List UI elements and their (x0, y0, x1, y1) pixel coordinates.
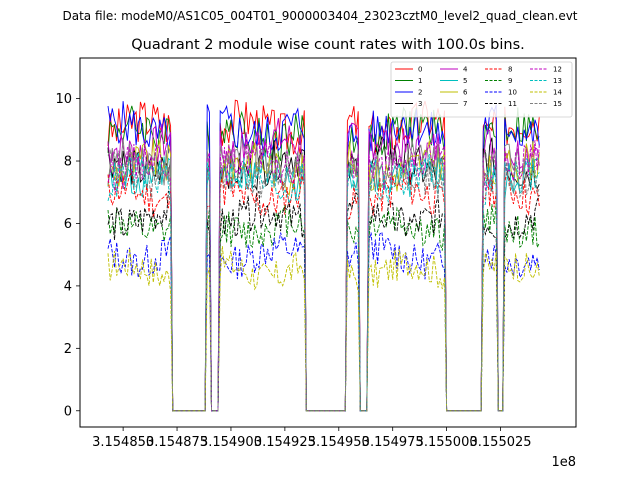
series-line-module-13 (107, 152, 540, 412)
x-tick-label: 3.154950 (308, 435, 370, 450)
y-axis: 0 2 4 6 8 10 (55, 92, 80, 419)
legend-label: 1 (418, 77, 422, 85)
legend-label: 15 (553, 100, 562, 108)
legend-label: 8 (508, 66, 512, 74)
x-tick-label: 3.154900 (200, 435, 262, 450)
legend-label: 6 (463, 89, 468, 97)
legend-label: 12 (553, 66, 562, 74)
y-tick-label: 4 (64, 279, 72, 294)
legend-label: 3 (418, 100, 422, 108)
legend-label: 0 (418, 66, 422, 74)
y-tick-label: 0 (64, 404, 72, 419)
y-tick-label: 6 (64, 217, 72, 232)
legend-label: 7 (463, 100, 467, 108)
chart-title: Quadrant 2 module wise count rates with … (131, 37, 525, 53)
legend-label: 11 (508, 100, 517, 108)
x-tick-label: 3.154850 (92, 435, 154, 450)
plot-area-frame (79, 57, 577, 428)
legend-box (390, 61, 573, 118)
legend-label: 13 (553, 77, 562, 85)
legend-label: 9 (508, 77, 512, 85)
series-line-module-15 (107, 149, 540, 412)
y-tick-label: 10 (55, 92, 72, 107)
chart-suptitle: Data file: modeM0/AS1C05_004T01_90000034… (62, 9, 577, 23)
x-axis: 3.1548503.1548753.1549003.1549253.154950… (92, 427, 532, 450)
series-layer (107, 99, 540, 412)
legend-label: 2 (418, 89, 422, 97)
y-tick-label: 2 (64, 342, 72, 357)
legend-label: 10 (508, 89, 517, 97)
legend-label: 14 (553, 89, 562, 97)
x-axis-offset-text: 1e8 (551, 455, 576, 470)
x-tick-label: 3.154975 (362, 435, 424, 450)
x-tick-label: 3.154925 (254, 435, 316, 450)
x-tick-label: 3.155000 (416, 435, 478, 450)
x-tick-label: 3.155025 (470, 435, 532, 450)
legend-label: 5 (463, 77, 467, 85)
y-tick-label: 8 (64, 155, 72, 170)
legend-label: 4 (463, 66, 468, 74)
x-tick-label: 3.154875 (146, 435, 208, 450)
